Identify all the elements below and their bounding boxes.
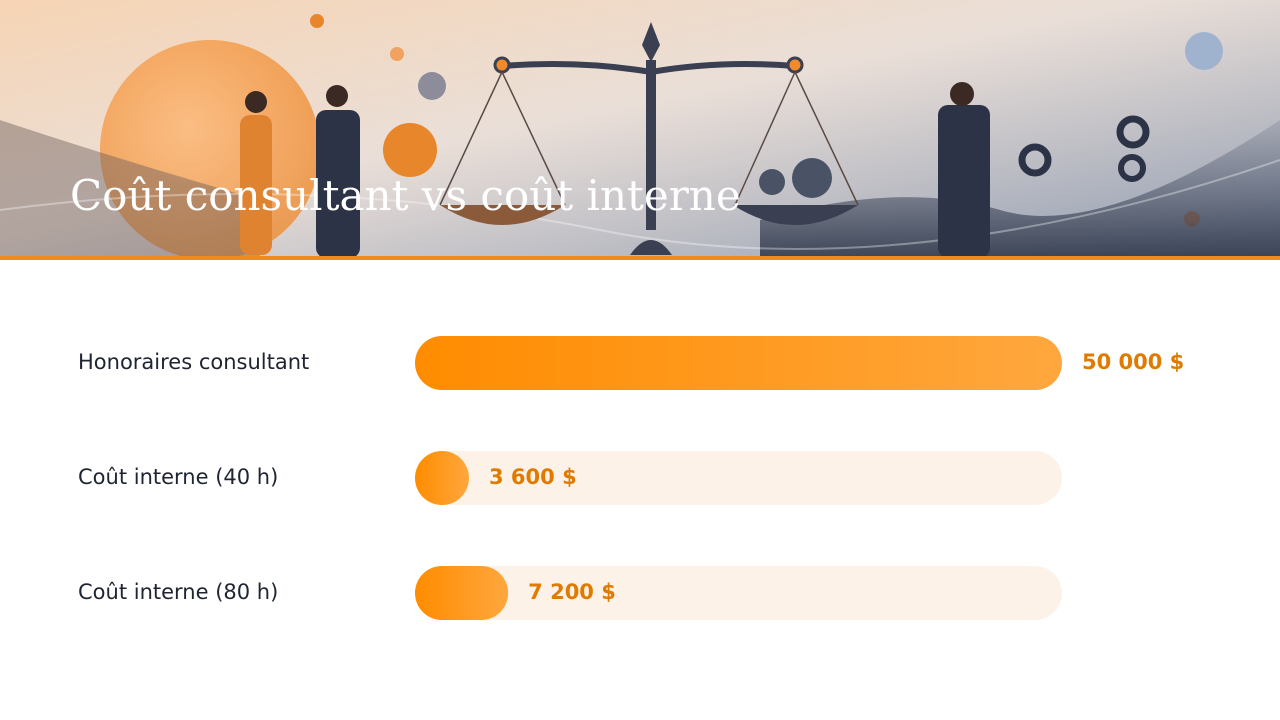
category-label: Coût interne (80 h) xyxy=(78,580,278,604)
bar-track xyxy=(415,451,1062,505)
bar xyxy=(415,566,509,620)
banner: Coût consultant vs coût interne xyxy=(0,0,1280,260)
bar-chart: Honoraires consultant 50 000 $ Coût intern… xyxy=(78,336,1184,620)
category-label: Coût interne (40 h) xyxy=(78,465,278,489)
bar-track xyxy=(415,566,1062,620)
banner-rule xyxy=(0,256,1280,260)
category-label: Honoraires consultant xyxy=(78,350,309,374)
bar xyxy=(415,451,469,505)
value-label: 50 000 $ xyxy=(1082,350,1184,374)
slide-title: Coût consultant vs coût interne xyxy=(70,171,741,220)
bar xyxy=(415,336,1062,390)
value-label: 7 200 $ xyxy=(528,580,616,604)
value-label: 3 600 $ xyxy=(489,465,577,489)
